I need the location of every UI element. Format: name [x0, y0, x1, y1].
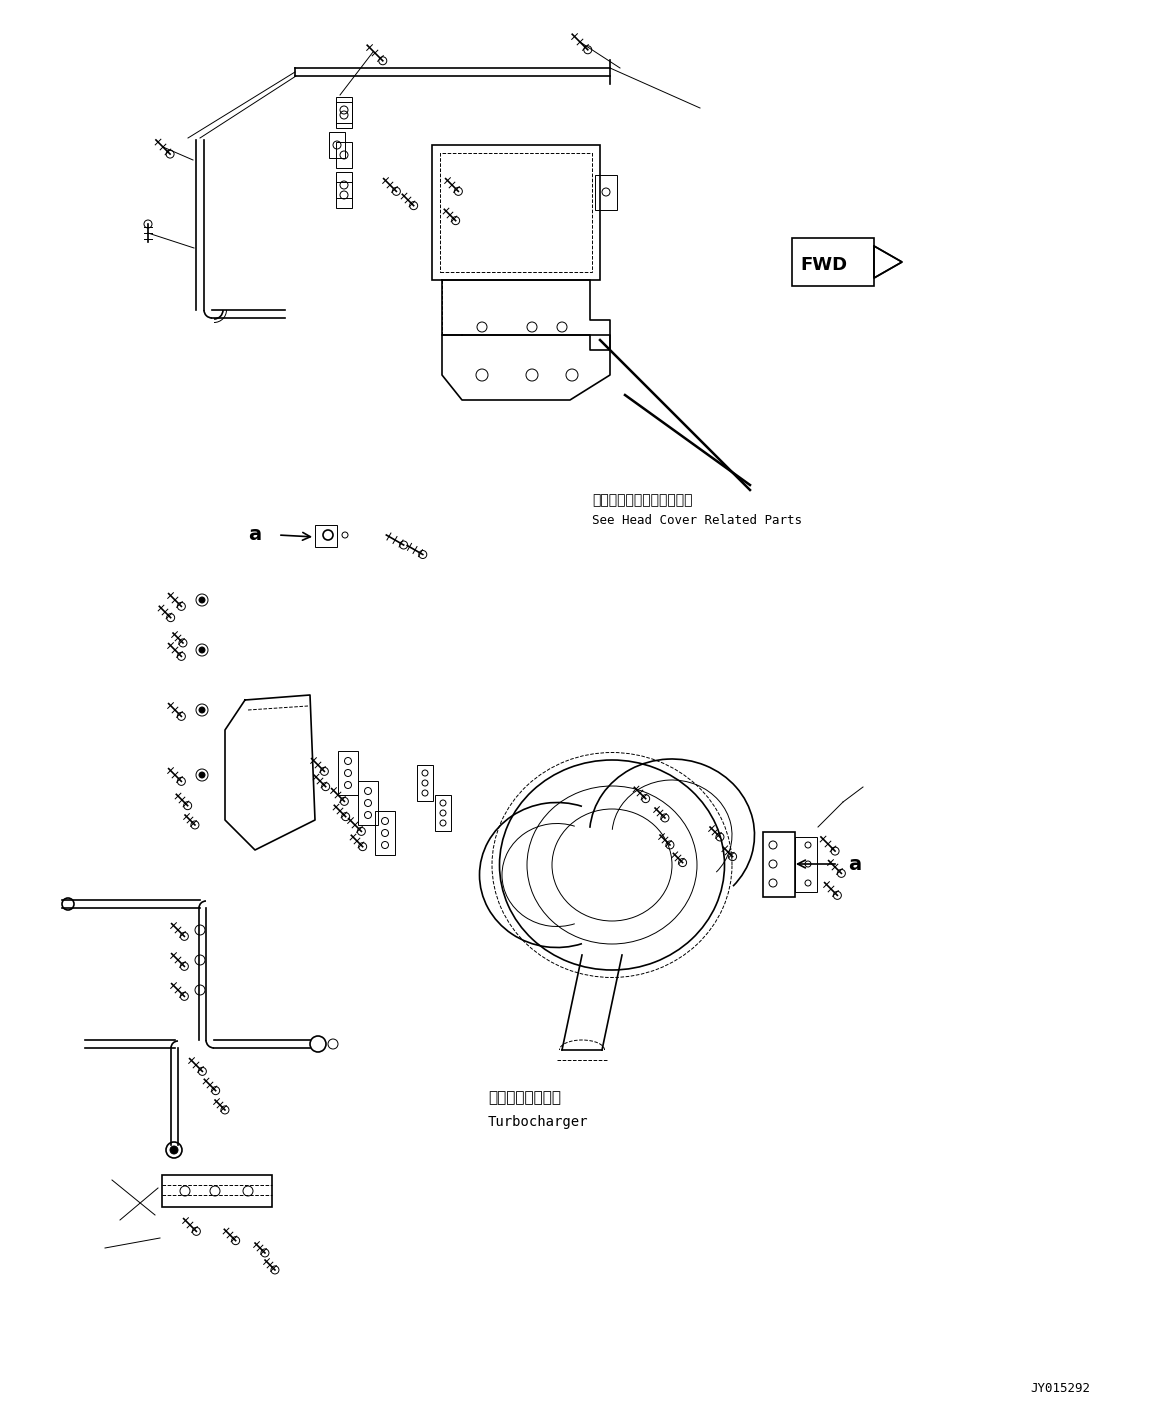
Bar	[435, 795, 451, 832]
Text: See Head Cover Related Parts: See Head Cover Related Parts	[592, 514, 802, 526]
Bar	[795, 837, 816, 892]
Polygon shape	[875, 246, 902, 279]
Text: Turbocharger: Turbocharger	[488, 1114, 588, 1128]
Circle shape	[170, 1145, 178, 1154]
Bar	[336, 172, 352, 198]
Bar	[336, 97, 352, 122]
Bar	[440, 153, 592, 272]
Circle shape	[199, 597, 205, 604]
Text: FWD: FWD	[800, 256, 847, 274]
Bar	[595, 174, 618, 210]
Bar	[315, 525, 337, 547]
Bar	[162, 1175, 272, 1207]
Text: ヘッドカバー関連部品参照: ヘッドカバー関連部品参照	[592, 492, 692, 507]
Bar	[338, 751, 358, 795]
Circle shape	[199, 772, 205, 778]
Text: a: a	[249, 525, 262, 545]
Bar	[358, 781, 378, 825]
Bar	[431, 145, 600, 280]
Circle shape	[199, 647, 205, 653]
Bar	[763, 832, 795, 898]
Text: ターボチャージャ: ターボチャージャ	[488, 1090, 561, 1106]
Bar	[792, 238, 875, 286]
Bar	[336, 182, 352, 208]
Bar	[329, 132, 345, 158]
Bar	[336, 142, 352, 167]
Bar	[418, 765, 433, 801]
Circle shape	[199, 706, 205, 713]
Text: JY015292: JY015292	[1030, 1382, 1090, 1394]
Bar	[374, 810, 395, 855]
Bar	[336, 101, 352, 128]
Text: a: a	[848, 854, 861, 874]
